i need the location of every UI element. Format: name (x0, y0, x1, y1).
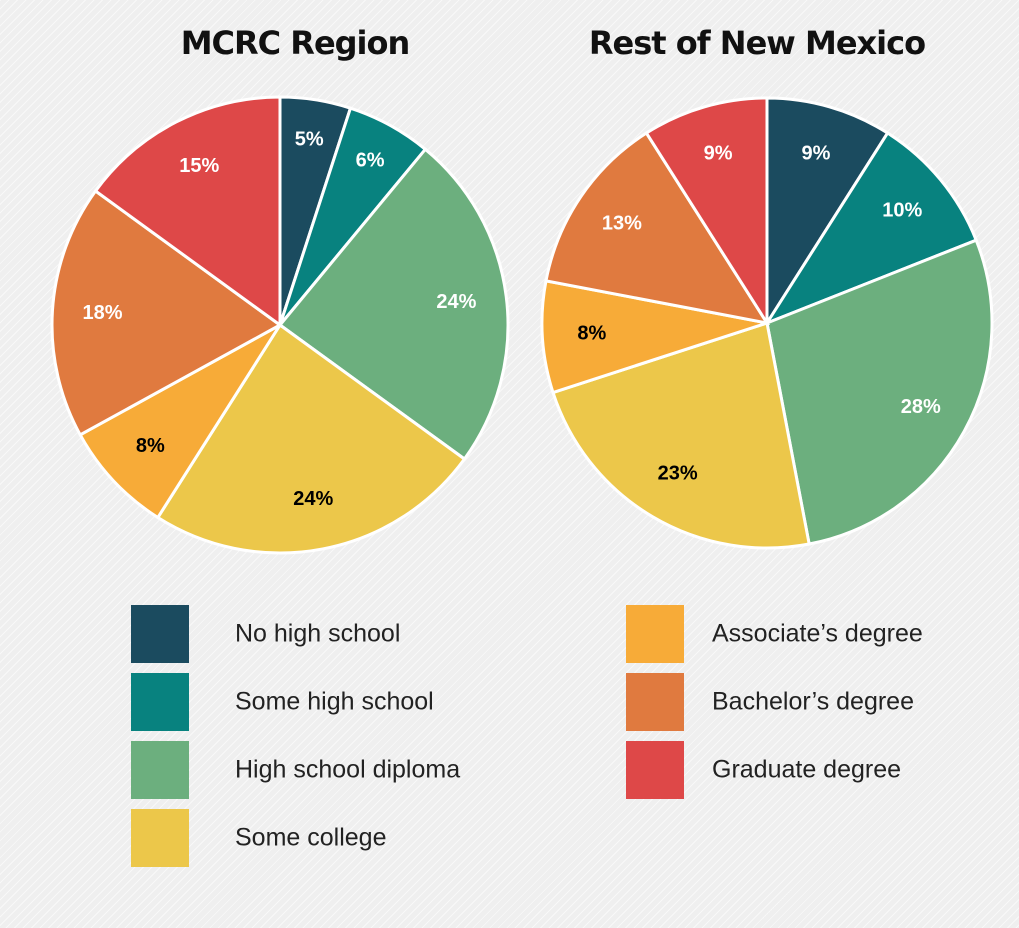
pie-slice (551, 321, 811, 550)
legend-swatch (131, 605, 189, 663)
legend-label: Bachelor’s degree (712, 688, 914, 716)
chart-title: Rest of New Mexico (589, 24, 925, 62)
legend-swatch (131, 741, 189, 799)
legend-label: Graduate degree (712, 756, 901, 784)
pie-slice (155, 322, 467, 555)
data-label: 9% (704, 143, 733, 165)
legend-swatch (131, 809, 189, 867)
legend-swatch (626, 741, 684, 799)
data-label: 8% (136, 435, 165, 457)
legend-label: Some high school (235, 688, 434, 716)
data-label: 24% (293, 488, 333, 510)
pie-slice (93, 95, 282, 328)
pie-slice (765, 238, 994, 546)
chart-title: MCRC Region (181, 24, 410, 62)
data-label: 24% (436, 291, 476, 313)
pie-slice (644, 96, 769, 329)
pie-slice (277, 147, 510, 462)
data-label: 13% (602, 213, 642, 235)
data-label: 18% (82, 302, 122, 324)
legend-label: No high school (235, 620, 400, 648)
legend-label: Some college (235, 824, 386, 852)
pie-slice (544, 130, 771, 326)
data-label: 23% (658, 462, 698, 484)
data-label: 28% (901, 396, 941, 418)
data-label: 10% (882, 199, 922, 221)
legend-swatch (131, 673, 189, 731)
pie-slice (540, 279, 768, 395)
data-label: 5% (295, 129, 324, 151)
legend-label: High school diploma (235, 756, 460, 784)
data-label: 6% (356, 149, 385, 171)
legend-swatch (626, 605, 684, 663)
legend-label: Associate’s degree (712, 620, 923, 648)
pie-slice (50, 188, 283, 437)
pie-slice (78, 323, 282, 520)
data-label: 8% (577, 322, 606, 344)
pie-slice (765, 96, 890, 329)
data-label: 9% (802, 143, 831, 165)
data-label: 15% (179, 155, 219, 177)
pie-slice (763, 130, 979, 327)
legend-swatch (626, 673, 684, 731)
